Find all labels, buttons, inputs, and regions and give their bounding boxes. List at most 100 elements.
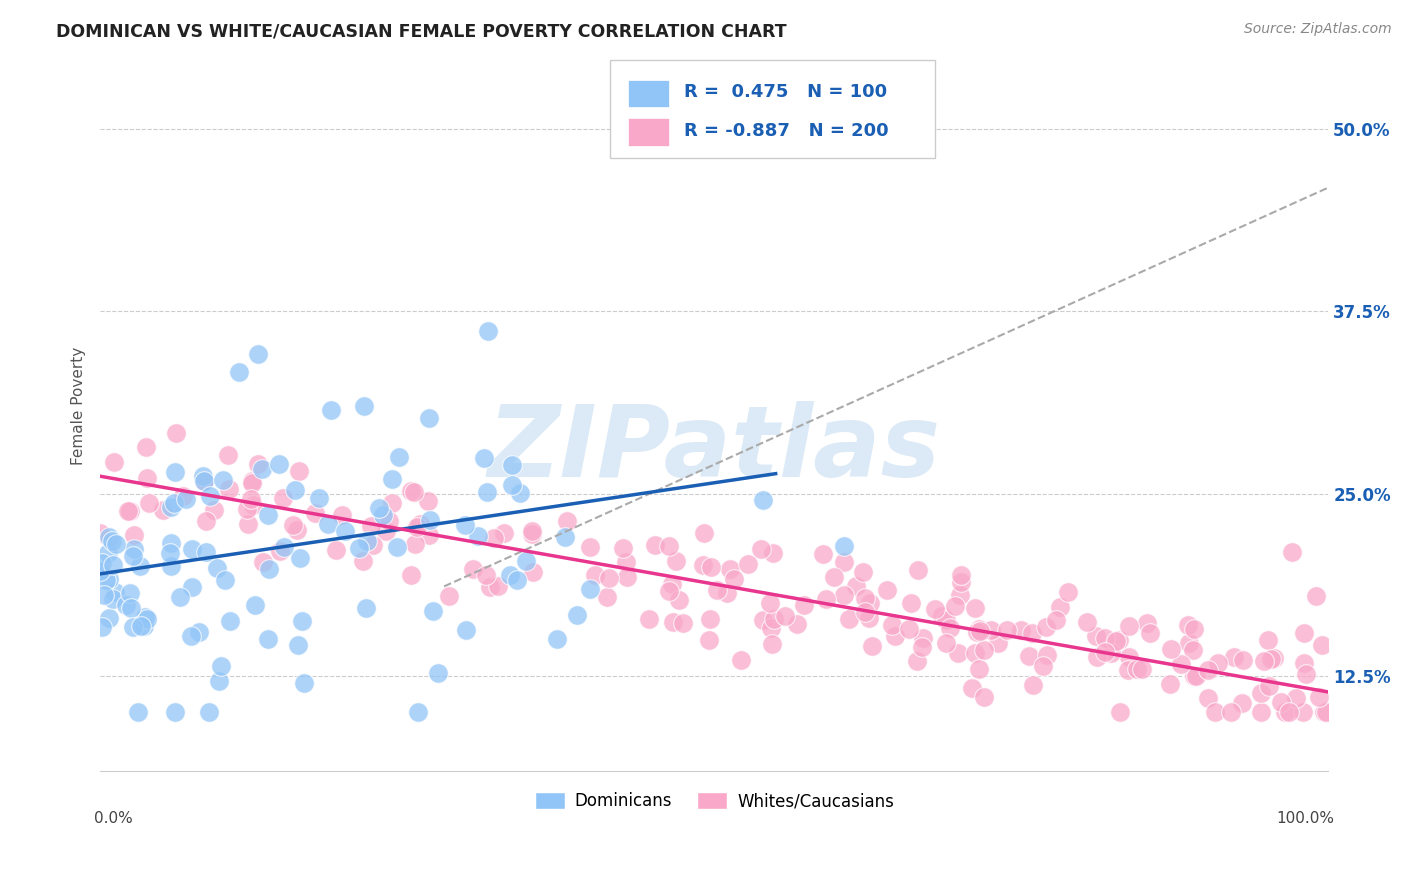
Point <box>638 612 661 626</box>
Point <box>91 556 114 570</box>
Point <box>1108 633 1130 648</box>
Point <box>475 568 498 582</box>
Point <box>509 485 531 500</box>
Point <box>1315 706 1337 720</box>
Point <box>644 538 666 552</box>
Point <box>378 514 401 528</box>
Point <box>105 537 128 551</box>
Point <box>1094 631 1116 645</box>
Point <box>1085 629 1108 643</box>
Point <box>368 501 391 516</box>
Point <box>815 592 838 607</box>
Point <box>598 571 620 585</box>
Point <box>1130 662 1153 676</box>
Point <box>160 535 183 549</box>
Point <box>285 523 308 537</box>
Point <box>454 623 477 637</box>
Point <box>478 580 501 594</box>
Point <box>723 572 745 586</box>
Point <box>665 554 688 568</box>
Text: R = -0.887   N = 200: R = -0.887 N = 200 <box>683 121 889 140</box>
Point <box>198 489 221 503</box>
Point <box>103 585 125 599</box>
Point <box>522 565 544 579</box>
Point <box>579 540 602 554</box>
Point <box>375 524 398 538</box>
Point <box>1076 615 1098 629</box>
Point <box>1197 663 1219 677</box>
Point <box>838 612 860 626</box>
Point <box>1270 695 1292 709</box>
Point <box>122 549 145 563</box>
Point <box>463 562 485 576</box>
Point <box>1281 545 1303 559</box>
FancyBboxPatch shape <box>628 79 669 107</box>
Point <box>1220 706 1243 720</box>
Point <box>911 640 934 654</box>
Point <box>884 629 907 643</box>
Point <box>1197 691 1219 706</box>
Point <box>243 598 266 612</box>
Point <box>419 513 441 527</box>
Point <box>1312 638 1334 652</box>
Point <box>1136 616 1159 631</box>
Point <box>668 593 690 607</box>
Point <box>762 612 785 626</box>
Point <box>845 579 868 593</box>
Point <box>89 525 111 540</box>
Point <box>381 496 404 510</box>
Point <box>911 632 934 646</box>
Point <box>852 565 875 579</box>
Point <box>700 559 723 574</box>
Point <box>718 561 741 575</box>
Point <box>388 450 411 464</box>
Point <box>257 508 280 523</box>
Point <box>418 528 440 542</box>
Point <box>181 542 204 557</box>
Point <box>775 609 797 624</box>
Point <box>1204 705 1226 719</box>
Point <box>287 638 309 652</box>
Point <box>404 537 426 551</box>
Point <box>979 623 1001 637</box>
Point <box>202 503 225 517</box>
Text: R =  0.475   N = 100: R = 0.475 N = 100 <box>683 83 887 101</box>
Point <box>522 527 544 541</box>
Point <box>950 567 973 582</box>
Point <box>973 690 995 704</box>
Point <box>716 586 738 600</box>
Point <box>987 636 1010 650</box>
Point <box>122 542 145 557</box>
Point <box>706 583 728 598</box>
Point <box>408 516 430 531</box>
Point <box>169 590 191 604</box>
Point <box>946 646 969 660</box>
Point <box>1278 706 1301 720</box>
Point <box>1045 613 1067 627</box>
Point <box>969 622 991 636</box>
Point <box>101 533 124 548</box>
Point <box>252 555 274 569</box>
Point <box>194 514 217 528</box>
Point <box>218 483 240 497</box>
Point <box>208 674 231 689</box>
Point <box>949 588 972 602</box>
Point <box>214 573 236 587</box>
Point <box>163 706 186 720</box>
Point <box>163 495 186 509</box>
Point <box>1057 585 1080 599</box>
Point <box>381 472 404 486</box>
Point <box>935 614 957 628</box>
Point <box>242 498 264 512</box>
Point <box>924 602 946 616</box>
Point <box>858 611 880 625</box>
Point <box>1159 677 1181 691</box>
Point <box>1182 669 1205 683</box>
Legend: Dominicans, Whites/Caucasians: Dominicans, Whites/Caucasians <box>527 786 901 817</box>
Point <box>235 501 257 516</box>
Point <box>1118 649 1140 664</box>
Point <box>786 617 808 632</box>
Point <box>658 584 681 599</box>
Point <box>939 622 962 636</box>
Point <box>127 706 149 720</box>
